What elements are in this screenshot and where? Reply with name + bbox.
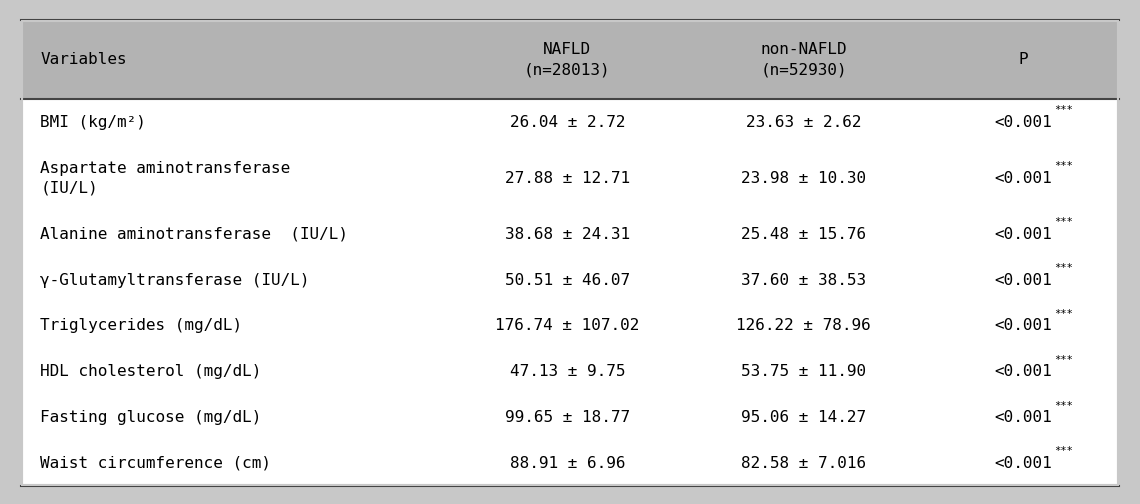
Text: <0.001: <0.001: [994, 319, 1052, 333]
Text: 23.98 ± 10.30: 23.98 ± 10.30: [741, 171, 866, 185]
Text: 38.68 ± 24.31: 38.68 ± 24.31: [505, 227, 629, 241]
Text: 53.75 ± 11.90: 53.75 ± 11.90: [741, 364, 866, 379]
Text: 88.91 ± 6.96: 88.91 ± 6.96: [510, 456, 625, 471]
Text: 27.88 ± 12.71: 27.88 ± 12.71: [505, 171, 629, 185]
Text: Fasting glucose (mg/dL): Fasting glucose (mg/dL): [40, 410, 262, 425]
Text: <0.001: <0.001: [994, 114, 1052, 130]
Text: ***: ***: [1053, 355, 1073, 365]
Text: γ-Glutamyltransferase (IU/L): γ-Glutamyltransferase (IU/L): [40, 273, 310, 287]
Text: Variables: Variables: [40, 52, 127, 67]
Text: Alanine aminotransferase  (IU/L): Alanine aminotransferase (IU/L): [40, 227, 349, 241]
Text: <0.001: <0.001: [994, 364, 1052, 379]
Text: 47.13 ± 9.75: 47.13 ± 9.75: [510, 364, 625, 379]
Text: 95.06 ± 14.27: 95.06 ± 14.27: [741, 410, 866, 425]
Text: 26.04 ± 2.72: 26.04 ± 2.72: [510, 114, 625, 130]
Text: ***: ***: [1053, 309, 1073, 319]
Text: Aspartate aminotransferase
(IU/L): Aspartate aminotransferase (IU/L): [40, 161, 291, 196]
Text: ***: ***: [1053, 447, 1073, 457]
Text: <0.001: <0.001: [994, 273, 1052, 287]
Bar: [21, 99, 1119, 486]
Bar: [21, 20, 1119, 99]
Text: <0.001: <0.001: [994, 456, 1052, 471]
Text: 126.22 ± 78.96: 126.22 ± 78.96: [736, 319, 871, 333]
Text: ***: ***: [1053, 401, 1073, 411]
Text: 99.65 ± 18.77: 99.65 ± 18.77: [505, 410, 629, 425]
Text: ***: ***: [1053, 263, 1073, 273]
Text: 25.48 ± 15.76: 25.48 ± 15.76: [741, 227, 866, 241]
Text: 37.60 ± 38.53: 37.60 ± 38.53: [741, 273, 866, 287]
Text: NAFLD
(n=28013): NAFLD (n=28013): [524, 42, 611, 77]
Text: ***: ***: [1053, 105, 1073, 115]
Text: Triglycerides (mg/dL): Triglycerides (mg/dL): [40, 319, 243, 333]
Text: non-NAFLD
(n=52930): non-NAFLD (n=52930): [760, 42, 847, 77]
Text: <0.001: <0.001: [994, 171, 1052, 185]
Text: BMI (kg/m²): BMI (kg/m²): [40, 114, 146, 130]
Text: <0.001: <0.001: [994, 410, 1052, 425]
Text: HDL cholesterol (mg/dL): HDL cholesterol (mg/dL): [40, 364, 262, 379]
Text: Waist circumference (cm): Waist circumference (cm): [40, 456, 271, 471]
Text: 50.51 ± 46.07: 50.51 ± 46.07: [505, 273, 629, 287]
Text: 23.63 ± 2.62: 23.63 ± 2.62: [746, 114, 862, 130]
Text: ***: ***: [1053, 217, 1073, 227]
Text: <0.001: <0.001: [994, 227, 1052, 241]
Text: ***: ***: [1053, 161, 1073, 171]
Text: 82.58 ± 7.016: 82.58 ± 7.016: [741, 456, 866, 471]
Text: 176.74 ± 107.02: 176.74 ± 107.02: [495, 319, 640, 333]
Text: P: P: [1018, 52, 1028, 67]
